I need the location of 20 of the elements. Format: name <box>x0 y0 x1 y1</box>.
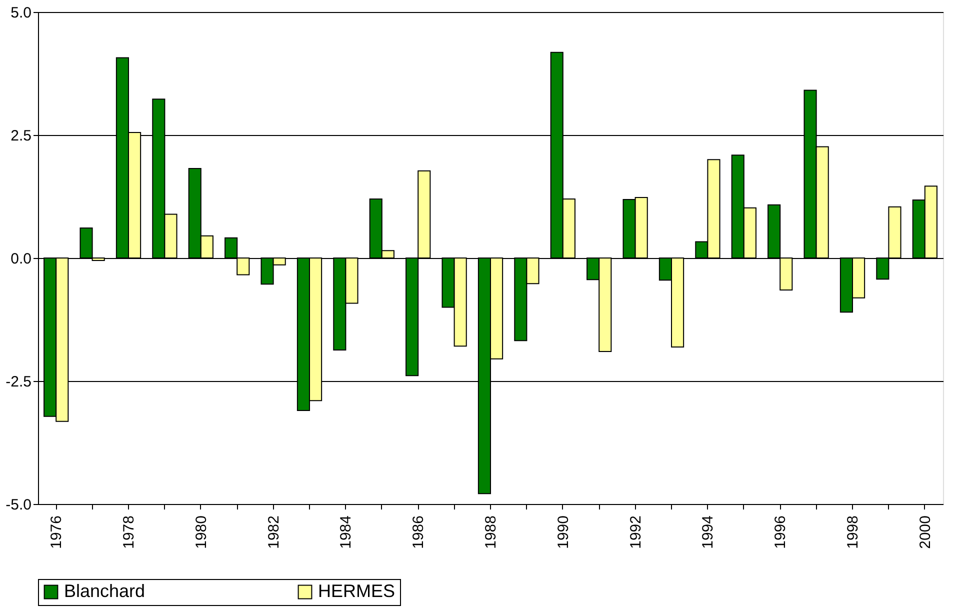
y-tick-label: 5.0 <box>10 4 32 22</box>
x-tick-label: 1992 <box>627 516 644 549</box>
x-tick-label: 1994 <box>700 516 717 549</box>
legend-label: HERMES <box>318 581 396 601</box>
x-tick-label: 1984 <box>338 516 355 549</box>
y-tick-label: -5.0 <box>6 496 32 514</box>
x-tick-label: 1982 <box>265 516 282 549</box>
y-tick-label: 2.5 <box>10 128 32 144</box>
x-tick-label: 1990 <box>554 516 572 549</box>
x-tick-label: 1980 <box>192 516 210 549</box>
x-tick-label: 1996 <box>772 516 790 549</box>
x-tick-label: 1978 <box>120 516 138 549</box>
y-tick-label: -2.5 <box>6 374 32 390</box>
legend-label: Blanchard <box>64 581 146 601</box>
y-tick-label: 0.0 <box>10 250 32 268</box>
x-tick-label: 1986 <box>410 516 428 549</box>
x-tick-label: 2000 <box>916 516 934 549</box>
x-tick-label: 1998 <box>844 516 862 549</box>
x-tick-label: 1988 <box>482 516 500 549</box>
x-tick-label: 1976 <box>48 516 66 549</box>
